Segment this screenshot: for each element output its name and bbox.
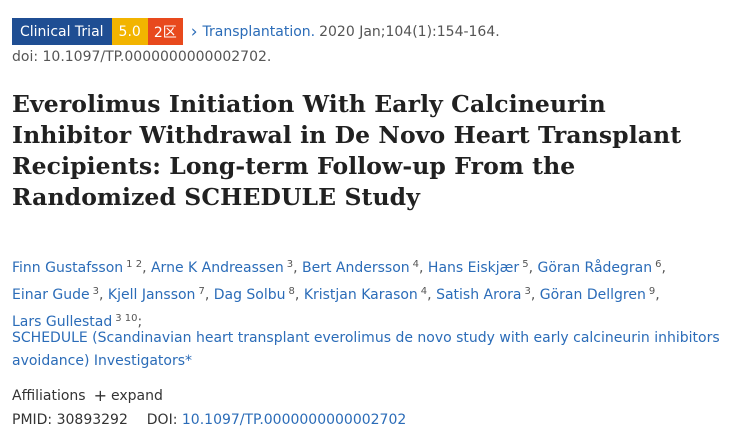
author-item: Satish Arora 3, [436, 286, 540, 303]
author-affiliation-refs[interactable]: 4 [420, 286, 428, 297]
author-link[interactable]: Lars Gullestad [12, 314, 113, 330]
author-link[interactable]: Arne K Andreassen [150, 260, 284, 276]
investigator-group: SCHEDULE (Scandinavian heart transplant … [12, 327, 722, 373]
chevron-right-icon: › [190, 21, 198, 42]
author-link[interactable]: Bert Andersson [301, 260, 410, 276]
author-affiliation-refs[interactable]: 8 [288, 286, 295, 297]
author-affiliation-refs[interactable]: 3 [92, 286, 99, 297]
quartile-badge: 2区 [147, 18, 183, 45]
author-affiliation-refs[interactable]: 5 [522, 259, 529, 270]
author-link[interactable]: Finn Gustafsson [12, 260, 124, 276]
author-item: Einar Gude 3, [12, 286, 108, 303]
author-item: Lars Gullestad 3 10; [12, 313, 143, 330]
pmid-value: 30893292 [56, 412, 128, 428]
author-link[interactable]: Dag Solbu [213, 287, 286, 303]
author-affiliation-refs[interactable]: 4 [412, 259, 420, 270]
author-item: Hans Eiskjær 5, [427, 259, 538, 276]
author-link[interactable]: Kristjan Karason [303, 287, 418, 303]
doi-label: DOI: [146, 412, 178, 428]
author-link[interactable]: Satish Arora [436, 287, 522, 303]
author-item: Kristjan Karason 4, [303, 286, 437, 303]
pmid-label: PMID: [12, 412, 53, 428]
author-link[interactable]: Kjell Jansson [107, 287, 196, 303]
author-list: Finn Gustafsson 1 2, Arne K Andreassen 3, … [12, 253, 722, 334]
affiliations-label: Affiliations [12, 387, 86, 404]
author-affiliation-refs[interactable]: 3 [524, 286, 531, 297]
author-affiliation-refs[interactable]: 3 [286, 259, 294, 270]
article-type-badge: Clinical Trial [12, 18, 112, 45]
author-item: Dag Solbu 8, [213, 286, 304, 303]
author-item: Kjell Jansson 7, [107, 286, 214, 303]
author-affiliation-refs[interactable]: 7 [198, 286, 205, 297]
author-item: Göran Rådegran 6, [537, 259, 666, 276]
doi-link[interactable]: 10.1097/TP.0000000000002702 [181, 412, 407, 428]
author-item: Arne K Andreassen 3, [150, 259, 302, 276]
citation-header: Clinical Trial 5.0 2区 › Transplantation.… [12, 18, 500, 45]
journal-link[interactable]: Transplantation. [202, 23, 316, 40]
author-affiliation-refs[interactable]: 6 [655, 259, 662, 270]
impact-factor-badge: 5.0 [111, 18, 148, 45]
article-identifiers: PMID: 30893292 DOI: 10.1097/TP.000000000… [12, 412, 406, 428]
citation-doi: doi: 10.1097/TP.0000000000002702. [12, 49, 272, 65]
expand-label: expand [111, 387, 163, 404]
author-item: Bert Andersson 4, [301, 259, 428, 276]
author-link[interactable]: Göran Rådegran [537, 260, 653, 276]
article-title: Everolimus Initiation With Early Calcine… [12, 90, 682, 211]
citation-details: 2020 Jan;104(1):154-164. [319, 23, 500, 40]
investigator-group-link[interactable]: SCHEDULE (Scandinavian heart transplant … [12, 330, 720, 369]
author-item: Göran Dellgren 9, [539, 286, 660, 303]
affiliations-toggle[interactable]: Affiliations + expand [12, 386, 163, 405]
author-affiliation-refs[interactable]: 9 [648, 286, 656, 297]
plus-icon: + [93, 386, 107, 405]
author-link[interactable]: Einar Gude [12, 287, 90, 303]
author-affiliation-refs[interactable]: 1 2 [126, 259, 143, 270]
author-affiliation-refs[interactable]: 3 10 [115, 313, 138, 324]
author-link[interactable]: Göran Dellgren [539, 287, 646, 303]
author-link[interactable]: Hans Eiskjær [427, 260, 520, 276]
author-item: Finn Gustafsson 1 2, [12, 259, 151, 276]
journal-citation: › Transplantation. 2020 Jan;104(1):154-1… [191, 22, 500, 42]
